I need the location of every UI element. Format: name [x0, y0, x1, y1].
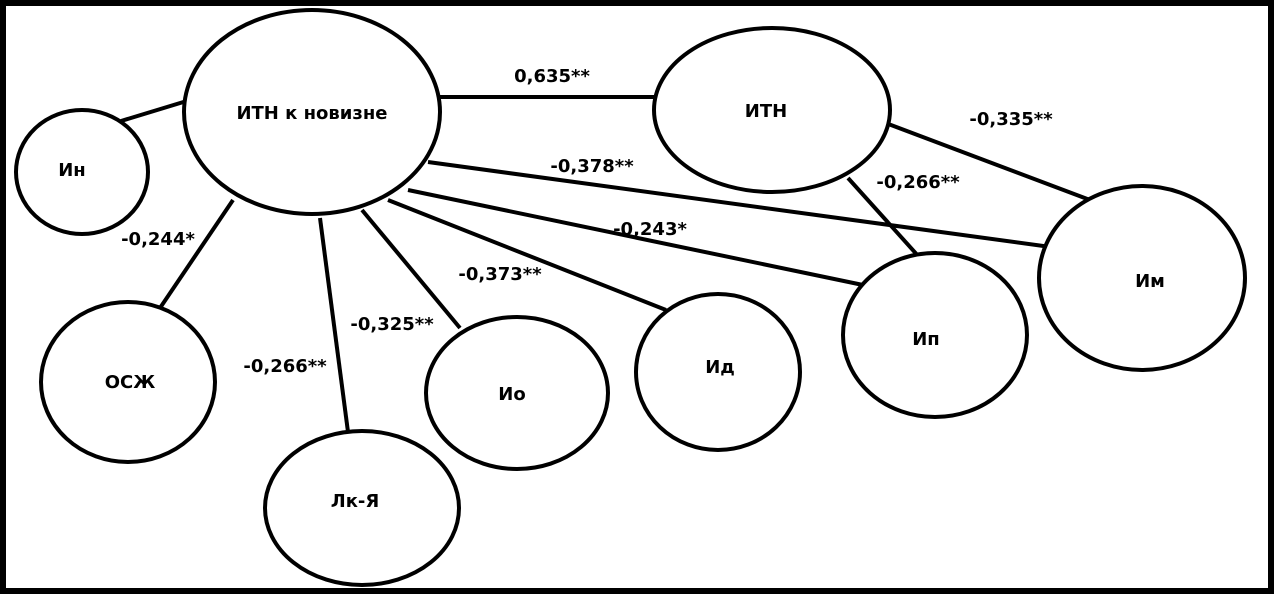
edge-itn-novelty-osj: [158, 198, 235, 310]
edge-itn-novelty-lk: [318, 217, 350, 433]
edge-label-itn-novelty-itn: 0,635**: [514, 66, 590, 87]
edge-label-itn-ip: -0,266**: [876, 172, 960, 193]
node-label-ip: Ип: [912, 329, 940, 350]
edge-itn-novelty-in: [120, 98, 191, 123]
edge-itn-novelty-im: [427, 160, 1059, 250]
node-label-id: Ид: [705, 357, 735, 378]
node-ip: Ип: [841, 251, 1029, 419]
edge-itn-im: [882, 120, 1099, 205]
edge-label-itn-novelty-id: -0,373**: [458, 264, 542, 285]
node-label-itn-novelty: ИТН к новизне: [236, 103, 387, 124]
node-im: Им: [1037, 184, 1247, 372]
edge-itn-novelty-id: [387, 198, 667, 312]
edge-label-itn-novelty-im: -0,378**: [550, 156, 634, 177]
edge-label-itn-novelty-io: -0,325**: [350, 314, 434, 335]
node-label-lk: Лк-Я: [331, 491, 380, 512]
edge-label-itn-novelty-osj: -0,244*: [121, 229, 195, 250]
node-io: Ио: [424, 315, 610, 471]
node-in: Ин: [14, 108, 150, 236]
node-id: Ид: [634, 292, 802, 452]
edge-labels: 0,635** -0,335** -0,266** -0,378** -0,24…: [121, 66, 1053, 377]
edges: [120, 95, 1099, 433]
node-label-io: Ио: [498, 384, 525, 405]
node-itn: ИТН: [652, 26, 892, 194]
node-itn-novelty: ИТН к новизне: [182, 8, 442, 216]
node-label-osj: ОСЖ: [105, 372, 156, 393]
edge-label-itn-novelty-lk: -0,266**: [243, 356, 327, 377]
edge-itn-novelty-ip: [407, 188, 864, 287]
edge-itn-ip: [846, 176, 922, 260]
node-osj: ОСЖ: [39, 300, 217, 464]
edge-label-itn-novelty-ip: -0,243*: [613, 219, 687, 240]
node-label-itn: ИТН: [745, 101, 787, 122]
node-lk: Лк-Я: [263, 429, 461, 587]
node-label-in: Ин: [58, 160, 86, 181]
edge-label-itn-im: -0,335**: [969, 109, 1053, 130]
edge-itn-novelty-io: [360, 208, 462, 330]
node-label-im: Им: [1135, 271, 1165, 292]
